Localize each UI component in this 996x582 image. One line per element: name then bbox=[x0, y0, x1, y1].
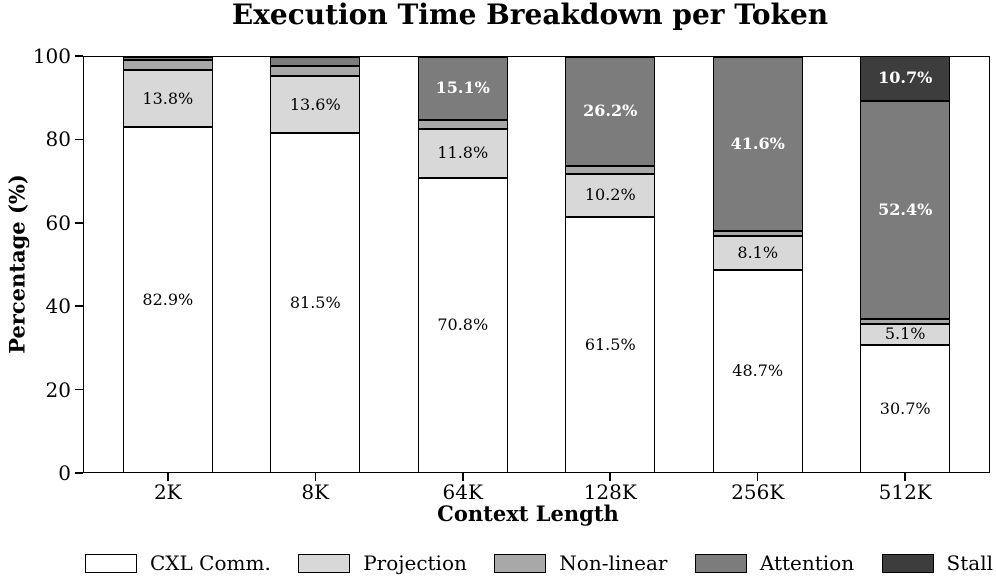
x-tick bbox=[167, 473, 169, 481]
legend-entry-non-linear: Non-linear bbox=[494, 551, 667, 575]
bar-segment-cxl-comm-128k bbox=[565, 216, 656, 473]
x-tick-label-256k: 256K bbox=[731, 480, 785, 504]
legend: CXL Comm. Projection Non-linear Attention St… bbox=[85, 548, 993, 578]
legend-entry-cxl-comm: CXL Comm. bbox=[85, 551, 271, 575]
bar-segment-attention-512k bbox=[860, 100, 951, 320]
bar-segment-stall-128k bbox=[565, 56, 656, 58]
bar-segment-stall-256k bbox=[712, 56, 803, 58]
bar-segment-non-linear-256k bbox=[712, 230, 803, 237]
bar-segment-attention-128k bbox=[565, 56, 656, 166]
bar-segment-cxl-comm-64k bbox=[417, 177, 508, 473]
y-tick-label: 80 bbox=[45, 127, 71, 152]
plot-area bbox=[83, 56, 990, 473]
segment-label-projection-256k: 8.1% bbox=[737, 243, 779, 263]
segment-label-cxl-comm-8k: 81.5% bbox=[289, 293, 341, 313]
y-tick bbox=[75, 222, 83, 224]
bar-segment-stall-512k bbox=[860, 56, 951, 101]
legend-entry-stall: Stall bbox=[881, 551, 993, 575]
y-tick-label: 60 bbox=[45, 210, 71, 235]
bar-segment-projection-512k bbox=[860, 323, 951, 345]
segment-label-cxl-comm-512k: 30.7% bbox=[879, 398, 931, 418]
legend-swatch-projection bbox=[298, 553, 351, 573]
x-tick-label-512k: 512K bbox=[878, 480, 932, 504]
y-tick bbox=[75, 55, 83, 57]
bar-segment-projection-8k bbox=[270, 76, 361, 134]
x-tick-label-2k: 2K bbox=[153, 480, 182, 504]
x-tick bbox=[756, 473, 759, 481]
legend-label-stall: Stall bbox=[946, 551, 993, 575]
legend-entry-projection: Projection bbox=[298, 551, 467, 575]
segment-label-projection-2k: 13.8% bbox=[142, 88, 194, 108]
x-tick-label-128k: 128K bbox=[583, 480, 637, 504]
segment-label-projection-64k: 11.8% bbox=[437, 143, 489, 163]
y-tick-label: 20 bbox=[45, 377, 71, 402]
bar-segment-attention-64k bbox=[417, 56, 508, 120]
bar-segment-cxl-comm-256k bbox=[712, 269, 803, 473]
segment-label-cxl-comm-256k: 48.7% bbox=[732, 361, 784, 381]
y-tick bbox=[75, 305, 83, 307]
bar-segment-projection-256k bbox=[712, 236, 803, 270]
y-tick-label: 40 bbox=[45, 294, 71, 319]
legend-swatch-non-linear bbox=[494, 553, 547, 573]
segment-label-attention-256k: 41.6% bbox=[730, 133, 785, 153]
bar-segment-cxl-comm-512k bbox=[860, 344, 951, 473]
segment-label-attention-64k: 15.1% bbox=[435, 78, 490, 98]
bar-segment-projection-2k bbox=[122, 69, 213, 128]
x-tick bbox=[314, 473, 317, 481]
bar-segment-projection-128k bbox=[565, 174, 656, 217]
y-axis-label: Percentage (%) bbox=[4, 174, 30, 354]
bar-segment-projection-64k bbox=[417, 128, 508, 178]
bar-segment-attention-256k bbox=[712, 57, 803, 231]
bar-segment-non-linear-2k bbox=[122, 59, 213, 70]
legend-label-cxl-comm: CXL Comm. bbox=[150, 551, 271, 575]
x-tick-label-64k: 64K bbox=[442, 480, 483, 504]
segment-label-attention-512k: 52.4% bbox=[878, 199, 933, 219]
y-tick bbox=[75, 388, 83, 391]
segment-label-attention-128k: 26.2% bbox=[583, 101, 638, 121]
legend-label-projection: Projection bbox=[363, 551, 467, 575]
bar-segment-stall-64k bbox=[417, 56, 508, 58]
segment-label-projection-128k: 10.2% bbox=[584, 185, 636, 205]
segment-label-projection-512k: 5.1% bbox=[884, 324, 926, 344]
bar-segment-non-linear-64k bbox=[417, 119, 508, 129]
segment-label-stall-512k: 10.7% bbox=[878, 68, 933, 88]
y-tick-label: 0 bbox=[58, 461, 71, 485]
legend-swatch-stall bbox=[881, 553, 934, 573]
legend-entry-attention: Attention bbox=[694, 551, 855, 575]
segment-label-cxl-comm-2k: 82.9% bbox=[142, 290, 194, 310]
segment-label-projection-8k: 13.6% bbox=[289, 94, 341, 114]
bar-segment-cxl-comm-8k bbox=[270, 133, 361, 473]
x-tick-label-8k: 8K bbox=[301, 480, 330, 504]
y-tick-label: 100 bbox=[32, 44, 71, 68]
legend-label-attention: Attention bbox=[759, 551, 855, 575]
y-tick bbox=[75, 138, 83, 141]
chart-title: Execution Time Breakdown per Token bbox=[231, 0, 829, 31]
y-tick bbox=[75, 472, 83, 474]
legend-swatch-attention bbox=[694, 553, 747, 573]
bar-segment-stall-8k bbox=[270, 56, 361, 58]
bar-segment-non-linear-512k bbox=[860, 319, 951, 324]
bar-segment-non-linear-8k bbox=[270, 66, 361, 77]
segment-label-cxl-comm-64k: 70.8% bbox=[437, 315, 489, 335]
bar-segment-cxl-comm-2k bbox=[122, 127, 213, 473]
x-tick bbox=[904, 473, 906, 481]
x-axis-label: Context Length bbox=[437, 501, 619, 526]
x-tick bbox=[609, 473, 611, 481]
bar-segment-non-linear-128k bbox=[565, 165, 656, 174]
legend-label-non-linear: Non-linear bbox=[559, 551, 668, 575]
bar-segment-stall-2k bbox=[122, 56, 213, 58]
legend-swatch-cxl-comm bbox=[85, 553, 137, 573]
segment-label-cxl-comm-128k: 61.5% bbox=[584, 334, 636, 354]
x-tick bbox=[462, 473, 464, 481]
